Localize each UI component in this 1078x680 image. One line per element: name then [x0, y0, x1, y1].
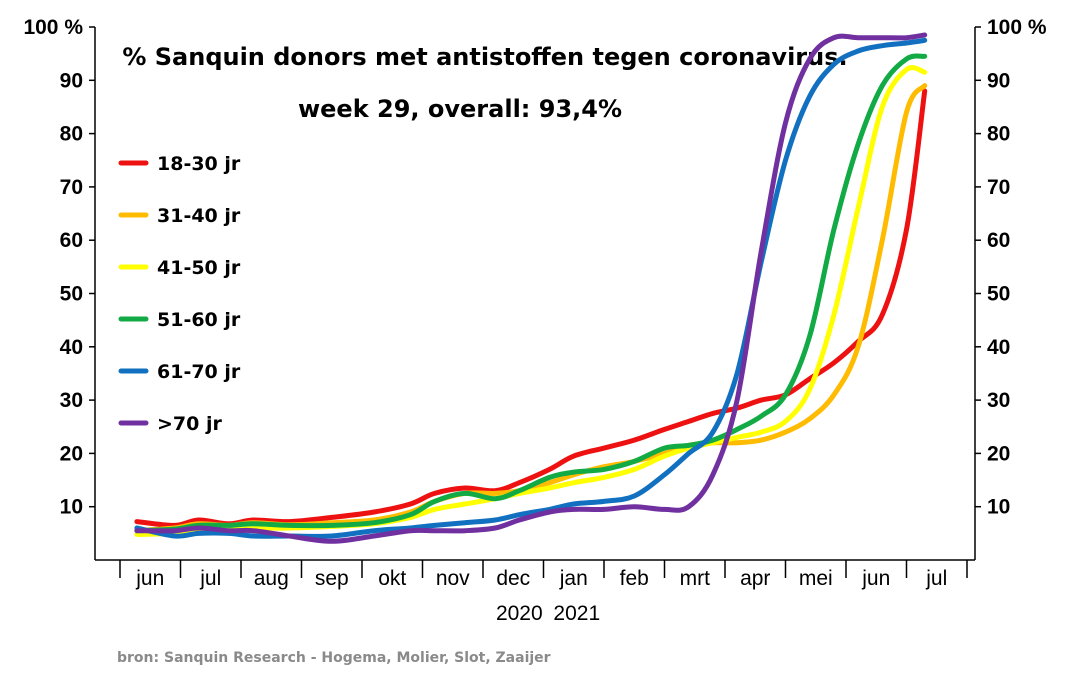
- y-tick-label-right: 20: [987, 442, 1010, 465]
- y-tick-label-left: 50: [60, 283, 83, 306]
- x-month-label: dec: [496, 567, 530, 590]
- x-month-label: mei: [799, 567, 833, 590]
- y-tick-label-left: 10: [60, 496, 83, 519]
- x-year-label: 2021: [553, 602, 600, 625]
- series-lines: [134, 32, 928, 544]
- y-tick-label-left: 20: [60, 442, 83, 465]
- x-month-label: apr: [740, 567, 770, 590]
- x-year-label: 2020: [496, 602, 543, 625]
- legend: 18-30 jr 31-40 jr 41-50 jr 51-60 jr 61-70 jr…: [118, 153, 241, 435]
- y-tick-label-left: 40: [60, 336, 83, 359]
- y-tick-label-right: 10: [987, 496, 1010, 519]
- x-month-label: feb: [620, 567, 649, 590]
- series-line-2: [134, 83, 928, 534]
- x-month-label: jul: [199, 567, 221, 590]
- x-month-label: jul: [925, 567, 947, 590]
- y-tick-label-right: 50: [987, 283, 1010, 306]
- legend-label: 18-30 jr: [157, 153, 241, 175]
- y-tick-label-right: 90: [987, 69, 1010, 92]
- legend-label: >70 jr: [157, 413, 222, 435]
- series-line-6: [134, 32, 928, 544]
- y-tick-label-right: 100 %: [987, 16, 1047, 39]
- y-tick-label-left: 30: [60, 389, 83, 412]
- series-line-4: [134, 53, 928, 534]
- chart-subtitle: week 29, overall: 93,4%: [298, 95, 622, 123]
- series-line-3: [134, 65, 928, 537]
- x-month-label: nov: [436, 567, 470, 590]
- y-tick-label-left: 80: [60, 123, 83, 146]
- x-month-label: jun: [135, 567, 164, 590]
- legend-label: 61-70 jr: [157, 361, 241, 383]
- x-month-label: jun: [861, 567, 890, 590]
- source-note: bron: Sanquin Research - Hogema, Molier,…: [117, 650, 551, 666]
- legend-label: 51-60 jr: [157, 309, 241, 331]
- y-tick-label-left: 90: [60, 69, 83, 92]
- y-tick-label-right: 60: [987, 229, 1010, 252]
- legend-label: 41-50 jr: [157, 257, 241, 279]
- y-tick-label-right: 30: [987, 389, 1010, 412]
- legend-label: 31-40 jr: [157, 205, 241, 227]
- x-month-label: okt: [378, 567, 406, 590]
- series-line-1: [134, 88, 928, 528]
- x-month-label: sep: [315, 567, 349, 590]
- y-tick-label-left: 70: [60, 176, 83, 199]
- y-tick-label-right: 40: [987, 336, 1010, 359]
- y-tick-label-right: 70: [987, 176, 1010, 199]
- x-month-label: jan: [559, 567, 588, 590]
- y-tick-label-left: 60: [60, 229, 83, 252]
- x-month-label: mrt: [680, 567, 710, 590]
- chart-title: % Sanquin donors met antistoffen tegen c…: [122, 43, 847, 71]
- y-tick-label-right: 80: [987, 123, 1010, 146]
- y-tick-label-left: 100 %: [23, 16, 83, 39]
- x-month-label: aug: [254, 567, 289, 590]
